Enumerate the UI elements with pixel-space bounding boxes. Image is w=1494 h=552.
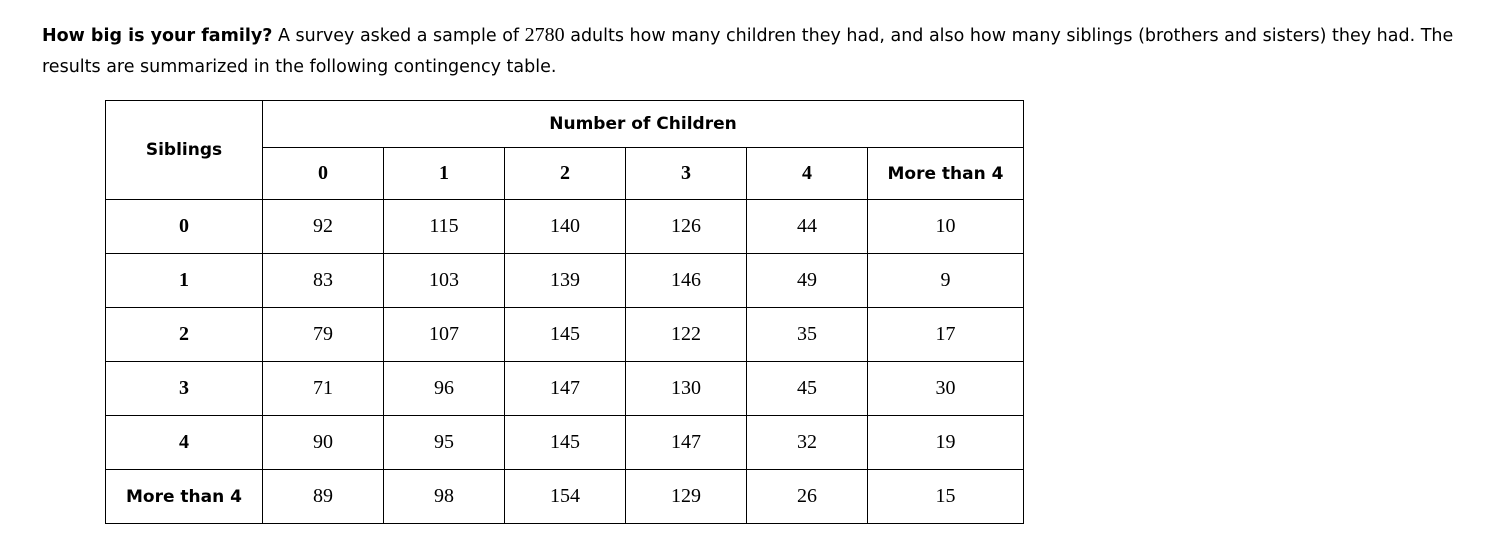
table-cell: 30 (867, 361, 1024, 416)
table-cell: 96 (383, 361, 505, 416)
table-cell: 139 (504, 253, 626, 308)
table-row: 2 79 107 145 122 35 17 (105, 307, 1024, 362)
table-cell: 130 (625, 361, 747, 416)
table-cell: 49 (746, 253, 868, 308)
table-cell: 146 (625, 253, 747, 308)
table-cell: 89 (262, 469, 384, 524)
table-header-row-group: Siblings Number of Children (105, 100, 1024, 200)
row-header: 4 (105, 415, 263, 470)
table-cell: 26 (746, 469, 868, 524)
table-row: 4 90 95 145 147 32 19 (105, 415, 1024, 470)
table-cell: 83 (262, 253, 384, 308)
table-cell: 98 (383, 469, 505, 524)
table-cell: 145 (504, 415, 626, 470)
problem-title: How big is your family? (42, 26, 273, 46)
column-header-1: 1 (383, 147, 505, 200)
row-header: 3 (105, 361, 263, 416)
table-cell: 17 (867, 307, 1024, 362)
row-header-more-than-4: More than 4 (105, 469, 263, 524)
table-cell: 10 (867, 199, 1024, 254)
table-cell: 9 (867, 253, 1024, 308)
table-cell: 45 (746, 361, 868, 416)
table-cell: 107 (383, 307, 505, 362)
table-row: 3 71 96 147 130 45 30 (105, 361, 1024, 416)
table-cell: 126 (625, 199, 747, 254)
corner-header-siblings: Siblings (105, 100, 263, 200)
table-cell: 19 (867, 415, 1024, 470)
problem-statement: How big is your family? A survey asked a… (0, 0, 1474, 83)
table-cell: 145 (504, 307, 626, 362)
column-header-0: 0 (262, 147, 384, 200)
intro-text-1: A survey asked a sample of (272, 26, 525, 46)
table-cell: 140 (504, 199, 626, 254)
table-cell: 35 (746, 307, 868, 362)
table-cell: 129 (625, 469, 747, 524)
table-cell: 115 (383, 199, 505, 254)
table-cell: 147 (504, 361, 626, 416)
row-header: 1 (105, 253, 263, 308)
column-header-3: 3 (625, 147, 747, 200)
table-row: 0 92 115 140 126 44 10 (105, 199, 1024, 254)
table-cell: 90 (262, 415, 384, 470)
table-cell: 32 (746, 415, 868, 470)
table-cell: 154 (504, 469, 626, 524)
column-header-4: 4 (746, 147, 868, 200)
table-row: 1 83 103 139 146 49 9 (105, 253, 1024, 308)
row-header: 2 (105, 307, 263, 362)
table-cell: 103 (383, 253, 505, 308)
table-cell: 71 (262, 361, 384, 416)
table-cell: 79 (262, 307, 384, 362)
column-header-2: 2 (504, 147, 626, 200)
column-group-header: Number of Children (262, 100, 1024, 148)
table-cell: 95 (383, 415, 505, 470)
table-cell: 15 (867, 469, 1024, 524)
column-header-more-than-4: More than 4 (867, 147, 1024, 200)
table-cell: 147 (625, 415, 747, 470)
table-cell: 92 (262, 199, 384, 254)
table-row: More than 4 89 98 154 129 26 15 (105, 469, 1024, 524)
sample-size: 2780 (524, 24, 565, 46)
row-header: 0 (105, 199, 263, 254)
intro-text-2: adults how many children they had, and a… (42, 26, 1454, 77)
table-cell: 44 (746, 199, 868, 254)
table-cell: 122 (625, 307, 747, 362)
contingency-table: Siblings Number of Children 0 1 2 3 4 Mo… (105, 100, 1024, 524)
